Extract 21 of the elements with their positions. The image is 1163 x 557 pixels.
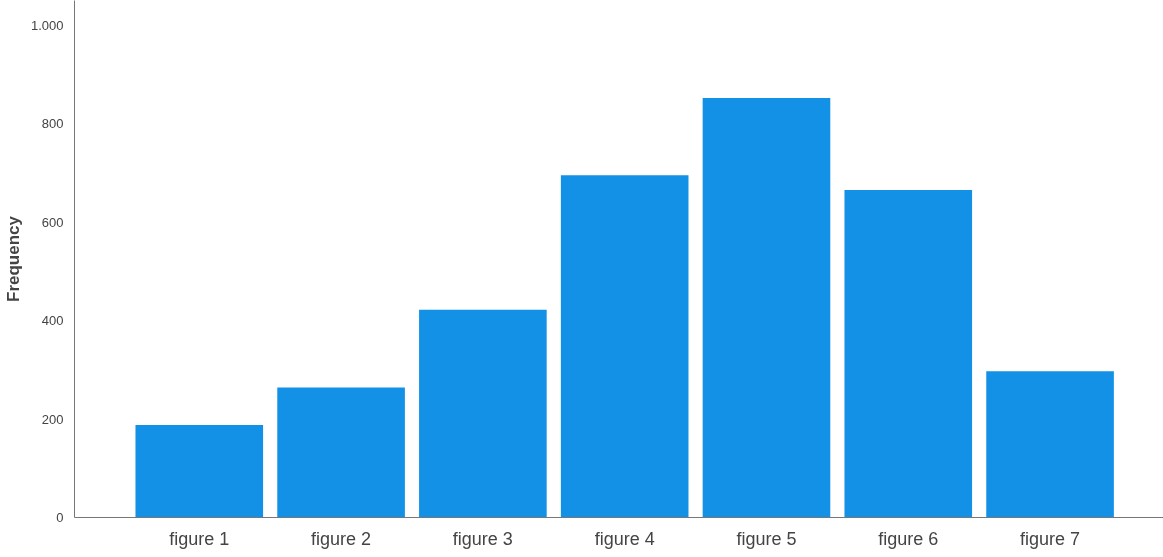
bar — [277, 387, 405, 518]
x-tick-label: figure 2 — [311, 528, 372, 549]
y-tick-label: 600 — [41, 214, 64, 230]
x-tick-label: figure 4 — [594, 528, 655, 549]
y-axis-title: Frequency — [3, 215, 23, 302]
x-tick-label: figure 6 — [878, 528, 939, 549]
bar — [419, 309, 547, 518]
x-tick-label: figure 1 — [169, 528, 230, 549]
x-tick-label: figure 5 — [736, 528, 797, 549]
y-tick-label: 800 — [41, 116, 64, 132]
x-tick-label: figure 7 — [1020, 528, 1081, 549]
bar — [135, 424, 264, 518]
y-tick-label: 200 — [41, 411, 64, 427]
y-tick-label: 0 — [56, 510, 64, 525]
bar — [986, 371, 1114, 518]
bar — [702, 97, 831, 518]
bar — [844, 190, 973, 518]
x-tick-label: figure 3 — [452, 528, 513, 549]
y-tick-label: 400 — [41, 313, 64, 329]
bar — [560, 175, 689, 518]
y-tick-label: 1.000 — [30, 17, 64, 33]
